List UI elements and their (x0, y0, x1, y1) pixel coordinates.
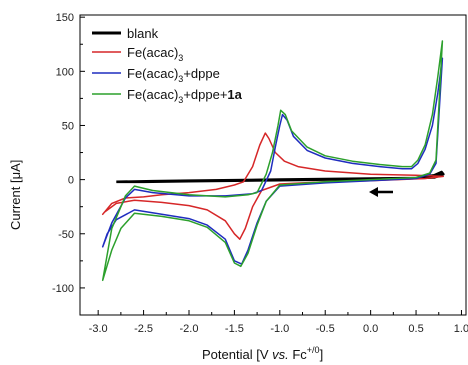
legend-label-fe: Fe(acac)3 (127, 45, 183, 63)
y-axis-title: Current [μA] (8, 160, 23, 230)
x-axis-ticks: -3.0 -2.5 -2.0 -1.5 -1.0 -0.5 0.0 0.5 1.0 (89, 310, 468, 335)
series-line-3 (101, 40, 444, 282)
y-tick-label: 0 (68, 175, 74, 187)
arrow-head (369, 187, 378, 197)
legend-label-fedppe1a-bold: 1a (227, 87, 242, 102)
x-tick-label: 1.0 (454, 323, 468, 335)
y-tick-label: 100 (56, 66, 74, 78)
x-tick-label: -0.5 (316, 323, 335, 335)
legend-label-fedppe1a-sub: 3 (178, 95, 183, 105)
y-tick-label: -100 (52, 283, 74, 295)
x-axis-title-mid: Fc (289, 347, 308, 362)
series-line-2 (101, 57, 444, 265)
x-tick-label: -2.0 (180, 323, 199, 335)
x-tick-label: -1.5 (225, 323, 244, 335)
series-line-0 (116, 170, 445, 184)
series-line-1 (101, 132, 445, 240)
legend-label-fe-sub: 3 (178, 53, 183, 63)
x-tick-label: 0.0 (363, 323, 378, 335)
y-tick-label: 50 (62, 120, 74, 132)
legend: blank Fe(acac)3 Fe(acac)3+dppe Fe(acac)3… (92, 26, 243, 105)
scan-direction-arrow (369, 187, 393, 197)
legend-label-fedppe-suffix: +dppe (183, 66, 220, 81)
x-axis-title-main: Potential [V (202, 347, 272, 362)
x-tick-label: -2.5 (134, 323, 153, 335)
legend-label-fedppe-sub: 3 (178, 74, 183, 84)
x-axis-title: Potential [V vs. Fc+/0] (202, 345, 323, 362)
legend-label-fe-main: Fe(acac) (127, 45, 178, 60)
legend-label-fedppe: Fe(acac)3+dppe (127, 66, 220, 84)
legend-label-fedppe-main: Fe(acac) (127, 66, 178, 81)
x-tick-label: -3.0 (89, 323, 108, 335)
legend-label-fedppe1a-suffix: +dppe+ (183, 87, 227, 102)
series-group (101, 40, 445, 282)
plot-frame (79, 14, 467, 316)
y-tick-label: -50 (58, 229, 74, 241)
x-tick-label: -1.0 (270, 323, 289, 335)
y-axis-title-unit: μA (8, 163, 23, 179)
y-tick-label: 150 (56, 12, 74, 24)
x-axis-title-italic: vs. (272, 347, 289, 362)
x-axis-title-sup: +/0 (307, 345, 320, 355)
legend-label-fedppe1a-main: Fe(acac) (127, 87, 178, 102)
legend-label-blank: blank (127, 26, 159, 41)
x-axis-title-close: ] (320, 347, 324, 362)
y-axis-title-main: Current [ (8, 179, 23, 230)
legend-label-fedppe1a: Fe(acac)3+dppe+1a (127, 87, 243, 105)
x-tick-label: 0.5 (408, 323, 423, 335)
y-axis-title-close: ] (8, 160, 23, 164)
y-axis-ticks: -100 -50 0 50 100 150 (52, 12, 85, 316)
